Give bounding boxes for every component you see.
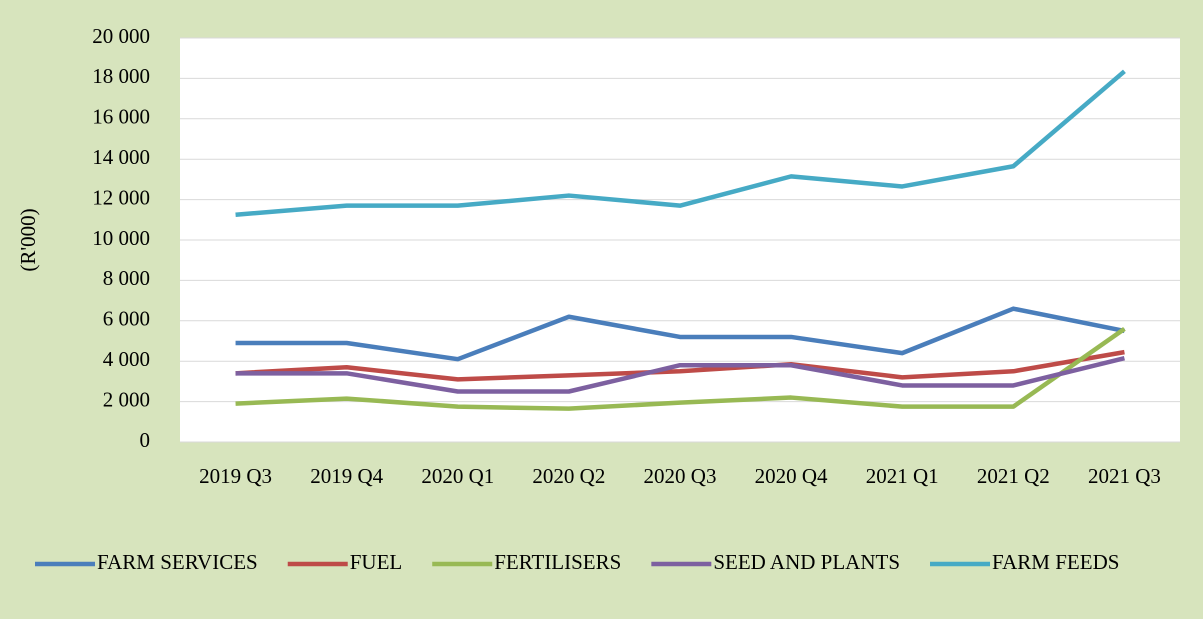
y-tick-label: 18 000	[92, 64, 150, 88]
legend-label: SEED AND PLANTS	[713, 550, 900, 574]
y-tick-label: 4 000	[103, 347, 150, 371]
y-tick-label: 14 000	[92, 145, 150, 169]
series-line	[235, 306, 1125, 362]
x-tick-label: 2021 Q1	[866, 464, 939, 488]
y-tick-label: 16 000	[92, 105, 150, 129]
x-tick-label: 2020 Q3	[644, 464, 717, 488]
x-tick-label: 2020 Q4	[755, 464, 828, 488]
x-tick-label: 2021 Q2	[977, 464, 1050, 488]
legend-label: FARM FEEDS	[992, 550, 1119, 574]
series-line	[235, 355, 1125, 394]
y-tick-label: 6 000	[103, 307, 150, 331]
series-line	[235, 349, 1125, 382]
legend-label: FARM SERVICES	[97, 550, 258, 574]
series-line	[235, 327, 1126, 411]
series-line	[235, 69, 1126, 217]
y-tick-label: 0	[140, 428, 151, 452]
y-tick-label: 12 000	[92, 185, 150, 209]
x-tick-label: 2020 Q1	[421, 464, 494, 488]
y-tick-label: 10 000	[92, 226, 150, 250]
legend-label: FUEL	[350, 550, 403, 574]
legend-label: FERTILISERS	[494, 550, 621, 574]
y-axis-label: (R'000)	[16, 208, 40, 271]
y-tick-label: 8 000	[103, 266, 150, 290]
x-tick-label: 2021 Q3	[1088, 464, 1161, 488]
x-tick-label: 2019 Q3	[199, 464, 272, 488]
y-tick-label: 20 000	[92, 24, 150, 48]
x-tick-label: 2020 Q2	[532, 464, 605, 488]
x-tick-label: 2019 Q4	[310, 464, 383, 488]
y-tick-label: 2 000	[103, 387, 150, 411]
